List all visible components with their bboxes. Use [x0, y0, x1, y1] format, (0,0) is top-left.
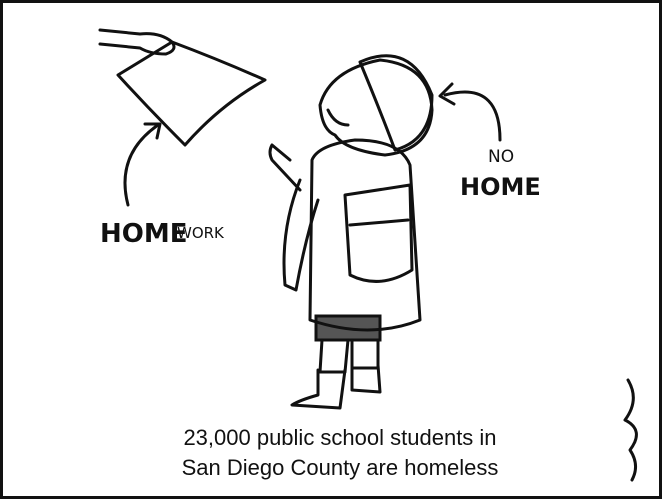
page: HOME WORK NO HOME 23,000 public school s…: [0, 0, 662, 499]
frame: [2, 2, 661, 498]
no-home-label-top: NO: [488, 147, 514, 167]
no-home-label: HOME: [460, 173, 541, 201]
homework-label: HOME: [100, 219, 188, 249]
caption-line: 23,000 public school students in: [183, 425, 496, 450]
homework-label-small: WORK: [177, 224, 225, 242]
caption-line: San Diego County are homeless: [182, 455, 499, 480]
cartoon: HOME WORK NO HOME 23,000 public school s…: [0, 0, 662, 499]
